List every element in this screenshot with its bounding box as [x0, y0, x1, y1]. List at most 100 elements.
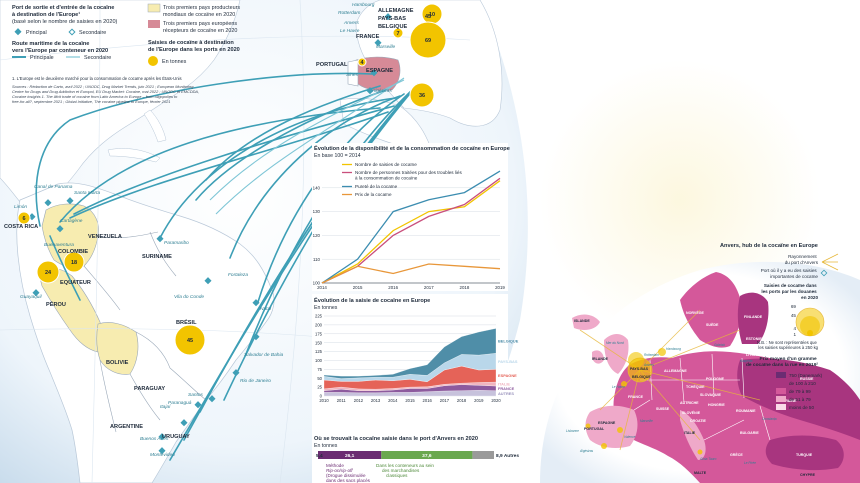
chart2-xtick-label: 2012 — [354, 398, 364, 403]
sources: Sources : Rédaction de Carto, avril 2022… — [12, 84, 200, 104]
svg-text:Anvers: Anvers — [343, 20, 360, 26]
world-legend: Port de sortie et d'entrée de la cocaïne… — [12, 3, 240, 104]
svg-text:Natal: Natal — [260, 306, 272, 312]
chart2-series-area — [323, 328, 497, 379]
price-class-label: de 51 à 79 — [789, 397, 811, 402]
chart2-ytick-label: 100 — [315, 358, 323, 363]
europe-seizure-lisbon — [585, 423, 591, 429]
svg-text:Santos: Santos — [188, 392, 204, 398]
price-class-label: 750 (Danemark) — [789, 373, 823, 378]
price-class-swatch — [776, 372, 786, 378]
svg-text:45: 45 — [425, 14, 431, 20]
land-europe-globe — [355, 0, 503, 127]
svg-text:Constanța: Constanța — [762, 417, 777, 421]
chart2-ytick-label: 225 — [315, 314, 323, 319]
chart1-ytick-label: 120 — [313, 233, 321, 238]
chart1-xtick-label: 2018 — [460, 285, 470, 290]
chart1-background — [312, 143, 508, 291]
legend-circle-45 — [800, 316, 820, 336]
chart1-gridlines — [322, 187, 500, 284]
rayonnement-icon — [821, 253, 839, 271]
chart1-legend: Nombre de saisies de cocaïne Nombre de pe… — [342, 162, 462, 197]
svg-text:FINLANDE: FINLANDE — [744, 315, 763, 319]
chart3-title: Où se trouvait la cocaïne saisie dans le… — [314, 436, 478, 442]
route-legend-title: Route maritime de la cocaïne vers l'Euro… — [12, 41, 108, 54]
chart2-xtick-label: 2020 — [491, 398, 501, 403]
nb-note: N.B. : Ne sont représentées que les sais… — [757, 340, 819, 350]
svg-text:Guayaquil: Guayaquil — [20, 294, 43, 300]
svg-text:BULGARIE: BULGARIE — [740, 431, 759, 435]
chart2-series-label: PAYS-BAS — [498, 359, 518, 364]
svg-text:ESTONIE: ESTONIE — [746, 337, 762, 341]
port-secondaire-icon — [68, 28, 76, 36]
svg-text:Paramaribo: Paramaribo — [164, 240, 189, 246]
svg-text:ALLEMAGNE: ALLEMAGNE — [378, 8, 414, 14]
seizure-bresil — [174, 324, 206, 356]
svg-text:Algésiras: Algésiras — [371, 88, 392, 94]
seizure-france — [392, 27, 404, 39]
europe-seizure-algesiras — [601, 443, 607, 449]
port-legend-title: Port de sortie et d'entrée de la cocaïne… — [12, 5, 118, 25]
price-class-swatch — [776, 388, 786, 394]
scandinavia — [680, 272, 742, 348]
legend-circle-1 — [808, 333, 812, 336]
svg-text:PORTUGAL: PORTUGAL — [316, 62, 348, 68]
chart1-title: Évolution de la disponibilité et de la c… — [314, 144, 510, 152]
seizure-espagne — [409, 82, 435, 108]
svg-text:Gioia Tauro: Gioia Tauro — [700, 457, 717, 461]
svg-text:Hambourg: Hambourg — [666, 347, 681, 351]
chart2-ytick-label: 175 — [315, 331, 323, 336]
svg-text:Vila do Conde: Vila do Conde — [174, 294, 204, 300]
world-map: 6 18 24 45 10 45 69 7 4 36 COSTA RICA CO… — [0, 0, 528, 483]
legend-value-69: 69 — [791, 304, 797, 309]
seizure-circles-world — [17, 3, 447, 356]
svg-text:Itajaí: Itajaí — [160, 404, 171, 410]
svg-text:URUGUAY: URUGUAY — [162, 434, 190, 440]
europe-title: Anvers, hub de la cocaïne en Europe — [720, 243, 818, 249]
svg-text:Hambourg: Hambourg — [352, 2, 375, 8]
svg-text:ESPAGNE: ESPAGNE — [366, 68, 393, 74]
svg-text:Salvador de Bahia: Salvador de Bahia — [244, 352, 284, 358]
chart3-subtitle: En tonnes — [314, 443, 338, 449]
svg-text:ESPAGNE: ESPAGNE — [598, 421, 616, 425]
svg-text:Limón: Limón — [14, 204, 27, 210]
seizure-belgique — [409, 21, 447, 59]
chart2-ytick-label: 0 — [320, 394, 323, 399]
seizures-legend-circle — [148, 56, 158, 66]
port-saisies-label: Port où il y a eu des saisies importante… — [761, 268, 819, 279]
chart1-ytick-label: 110 — [313, 257, 321, 262]
svg-text:BOLIVIE: BOLIVIE — [106, 360, 129, 366]
chart1-ytick-label: 100 — [313, 281, 321, 286]
chart1-ytick-label: 140 — [313, 185, 321, 190]
svg-text:45: 45 — [187, 338, 193, 344]
svg-text:LITUANIE: LITUANIE — [746, 353, 763, 357]
chart1-series-line — [321, 180, 501, 284]
seizures-legend-title: Saisies de cocaïne à destination de l'Eu… — [148, 40, 240, 53]
svg-text:PAYS-BAS: PAYS-BAS — [378, 16, 406, 22]
svg-text:ROUMANIE: ROUMANIE — [736, 409, 756, 413]
seizure-values-world: 6 18 24 45 10 45 69 7 4 36 — [22, 12, 435, 344]
svg-text:SLOVÉNIE: SLOVÉNIE — [682, 410, 701, 415]
chart2-xtick-label: 2011 — [337, 398, 347, 403]
europe-legend: Anvers, hub de la cocaïne en Europe Rayo… — [720, 243, 839, 410]
svg-text:RUSSIE: RUSSIE — [800, 377, 814, 381]
chart-disponibilite: Évolution de la disponibilité et de la c… — [312, 143, 510, 291]
svg-text:Sines: Sines — [346, 72, 359, 78]
chart1-xtick-label: 2014 — [317, 285, 327, 290]
secondary-routes — [209, 77, 405, 215]
svg-text:SURINAME: SURINAME — [142, 254, 172, 260]
chart2-xtick-label: 2013 — [371, 398, 381, 403]
chart2-ytick-label: 25 — [317, 385, 322, 390]
graticule — [0, 0, 471, 483]
chart2-xtick-label: 2010 — [319, 398, 329, 403]
footnote: 1. L'Europe est le deuxième marché pour … — [12, 76, 182, 81]
chart3-value-labels: 26,1 37,6 8,9 Autres — [345, 453, 519, 459]
chart3-bar-segment — [472, 451, 494, 459]
svg-text:ALLEMAGNE: ALLEMAGNE — [664, 369, 687, 373]
chart2-ytick-label: 50 — [317, 376, 322, 381]
chart1-series-line — [321, 170, 501, 284]
svg-text:BELGIQUE: BELGIQUE — [378, 24, 407, 30]
svg-text:Gdańsk: Gdańsk — [714, 343, 725, 347]
svg-text:PAYS-BAS: PAYS-BAS — [630, 367, 649, 371]
svg-text:Le Havre: Le Havre — [340, 28, 360, 34]
